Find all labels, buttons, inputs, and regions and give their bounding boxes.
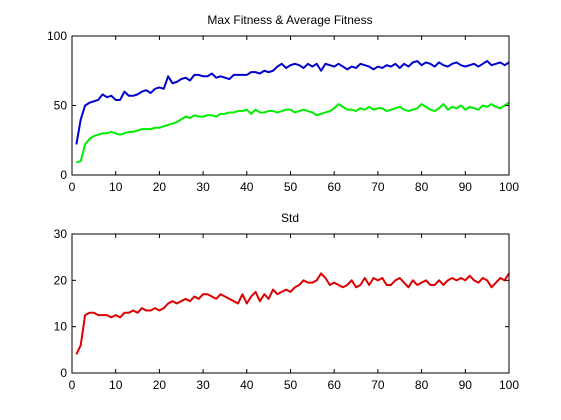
x-tick-label: 0	[69, 180, 76, 194]
x-tick-label: 60	[328, 378, 342, 392]
x-tick-label: 40	[240, 180, 254, 194]
x-tick-label: 0	[69, 378, 76, 392]
x-tick-label: 80	[415, 378, 429, 392]
x-tick-label: 30	[196, 378, 210, 392]
x-tick-label: 70	[371, 180, 385, 194]
y-axis-ticks: 0 10 20 30	[54, 227, 509, 380]
y-axis-ticks: 0 50 100	[47, 29, 509, 182]
x-tick-label: 10	[109, 378, 123, 392]
series-line-1	[76, 101, 510, 164]
y-tick-label: 50	[54, 99, 68, 113]
y-tick-label: 30	[54, 227, 68, 241]
x-tick-label: 100	[499, 378, 519, 392]
x-tick-label: 70	[371, 378, 385, 392]
chart-title: Std	[281, 211, 299, 225]
x-tick-label: 80	[415, 180, 429, 194]
x-tick-label: 50	[284, 180, 298, 194]
x-tick-label: 10	[109, 180, 123, 194]
x-tick-label: 100	[499, 180, 519, 194]
x-tick-label: 60	[328, 180, 342, 194]
y-tick-label: 20	[54, 273, 68, 287]
x-axis-ticks: 0 10 20 30 40 50 60 70 80 90 100	[69, 36, 519, 194]
x-tick-label: 90	[459, 378, 473, 392]
chart-max-average-fitness: Max Fitness & Average Fitness 0 10 20 30 40 5…	[47, 13, 519, 194]
x-axis-ticks: 0 10 20 30 40 50 60 70 80 90 100	[69, 234, 519, 392]
series-line-0	[75, 272, 510, 355]
x-tick-label: 40	[240, 378, 254, 392]
y-tick-label: 10	[54, 320, 68, 334]
x-tick-label: 20	[153, 378, 167, 392]
plot-area	[75, 272, 510, 355]
x-tick-label: 90	[459, 180, 473, 194]
x-tick-label: 50	[284, 378, 298, 392]
y-tick-label: 0	[60, 168, 67, 182]
plot-area	[75, 60, 510, 164]
chart-title: Max Fitness & Average Fitness	[207, 13, 372, 27]
x-tick-label: 30	[196, 180, 210, 194]
series-line-0	[75, 60, 510, 145]
y-tick-label: 100	[47, 29, 67, 43]
chart-std: Std 0 10 20 30 40 50 60 70 80 90 100 0 10 20 30	[54, 211, 520, 392]
y-tick-label: 0	[60, 366, 67, 380]
x-tick-label: 20	[153, 180, 167, 194]
